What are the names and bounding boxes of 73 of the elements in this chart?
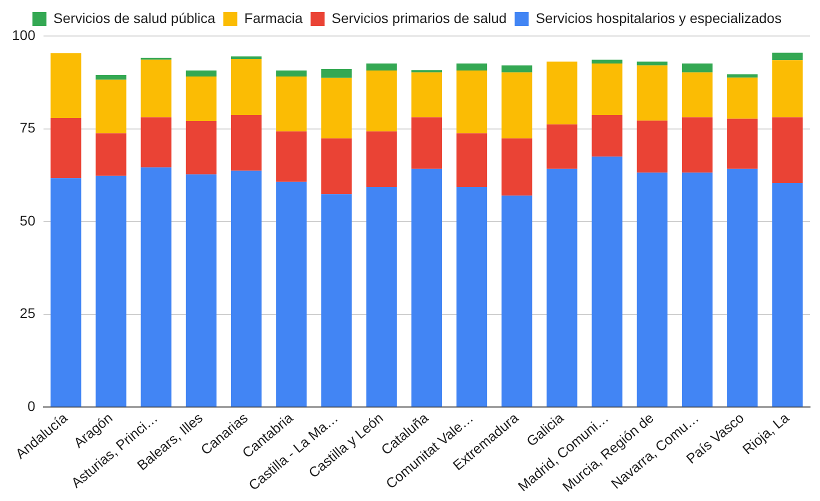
- bar: [636, 172, 668, 407]
- bar: [50, 53, 82, 118]
- y-tick-label: 100: [12, 26, 36, 43]
- bar: [230, 115, 262, 171]
- bar: [50, 178, 82, 407]
- legend-label: Farmacia: [244, 10, 303, 26]
- bar: [502, 196, 532, 407]
- bar: [186, 174, 217, 407]
- legend-label: Servicios de salud pública: [53, 10, 216, 26]
- bar: [140, 60, 172, 118]
- bar: [366, 70, 397, 132]
- bar: [366, 187, 397, 407]
- bar: [727, 168, 758, 407]
- bar: [140, 117, 172, 168]
- bar: [50, 118, 82, 178]
- bar: [682, 117, 713, 173]
- bar: [230, 56, 262, 60]
- bar: [502, 65, 532, 72]
- bar: [276, 131, 307, 182]
- legend-label: Servicios hospitalarios y especializados: [536, 10, 782, 26]
- bar: [276, 76, 307, 132]
- bar: [96, 133, 126, 176]
- legend-label: Servicios primarios de salud: [332, 10, 507, 26]
- bar: [96, 80, 126, 134]
- bar: [592, 156, 622, 407]
- bar: [546, 62, 578, 124]
- bar: [456, 63, 488, 71]
- bar: [592, 115, 622, 157]
- bar: [636, 62, 668, 66]
- bar: [727, 78, 758, 119]
- y-tick-label: 25: [20, 305, 36, 322]
- bar: [321, 194, 352, 407]
- bar: [186, 120, 217, 174]
- bar: [592, 63, 622, 116]
- bar: [727, 74, 758, 78]
- bar: [321, 78, 352, 138]
- bar: [772, 60, 803, 118]
- bar: [636, 65, 668, 121]
- bar: [456, 70, 488, 134]
- bar: [502, 72, 532, 138]
- bar: [546, 168, 578, 407]
- bar: [321, 138, 352, 194]
- bar: [276, 70, 307, 76]
- bar: [411, 117, 442, 169]
- bar: [140, 167, 172, 407]
- bar: [772, 182, 803, 407]
- bar: [186, 76, 217, 121]
- bar: [96, 74, 126, 80]
- bar: [682, 72, 713, 118]
- y-tick-label: 50: [20, 212, 36, 228]
- bar: [546, 124, 578, 169]
- bar: [502, 138, 532, 196]
- bar: [230, 170, 262, 407]
- bar: [636, 120, 668, 173]
- bar: [230, 59, 262, 116]
- bar: [411, 168, 442, 407]
- bar: [186, 70, 217, 76]
- bar: [772, 117, 803, 183]
- bar: [456, 187, 488, 407]
- bar: [366, 63, 397, 71]
- bar: [727, 118, 758, 169]
- bar: [772, 52, 803, 60]
- bar: [366, 131, 397, 188]
- bar: [592, 60, 622, 64]
- bar: [682, 172, 713, 407]
- bar: [682, 63, 713, 72]
- y-tick-label: 0: [28, 398, 36, 414]
- y-tick-label: 75: [20, 120, 36, 136]
- bar: [321, 69, 352, 78]
- bar: [96, 176, 126, 407]
- bar: [456, 133, 488, 188]
- bar: [276, 182, 307, 407]
- bar: [411, 72, 442, 118]
